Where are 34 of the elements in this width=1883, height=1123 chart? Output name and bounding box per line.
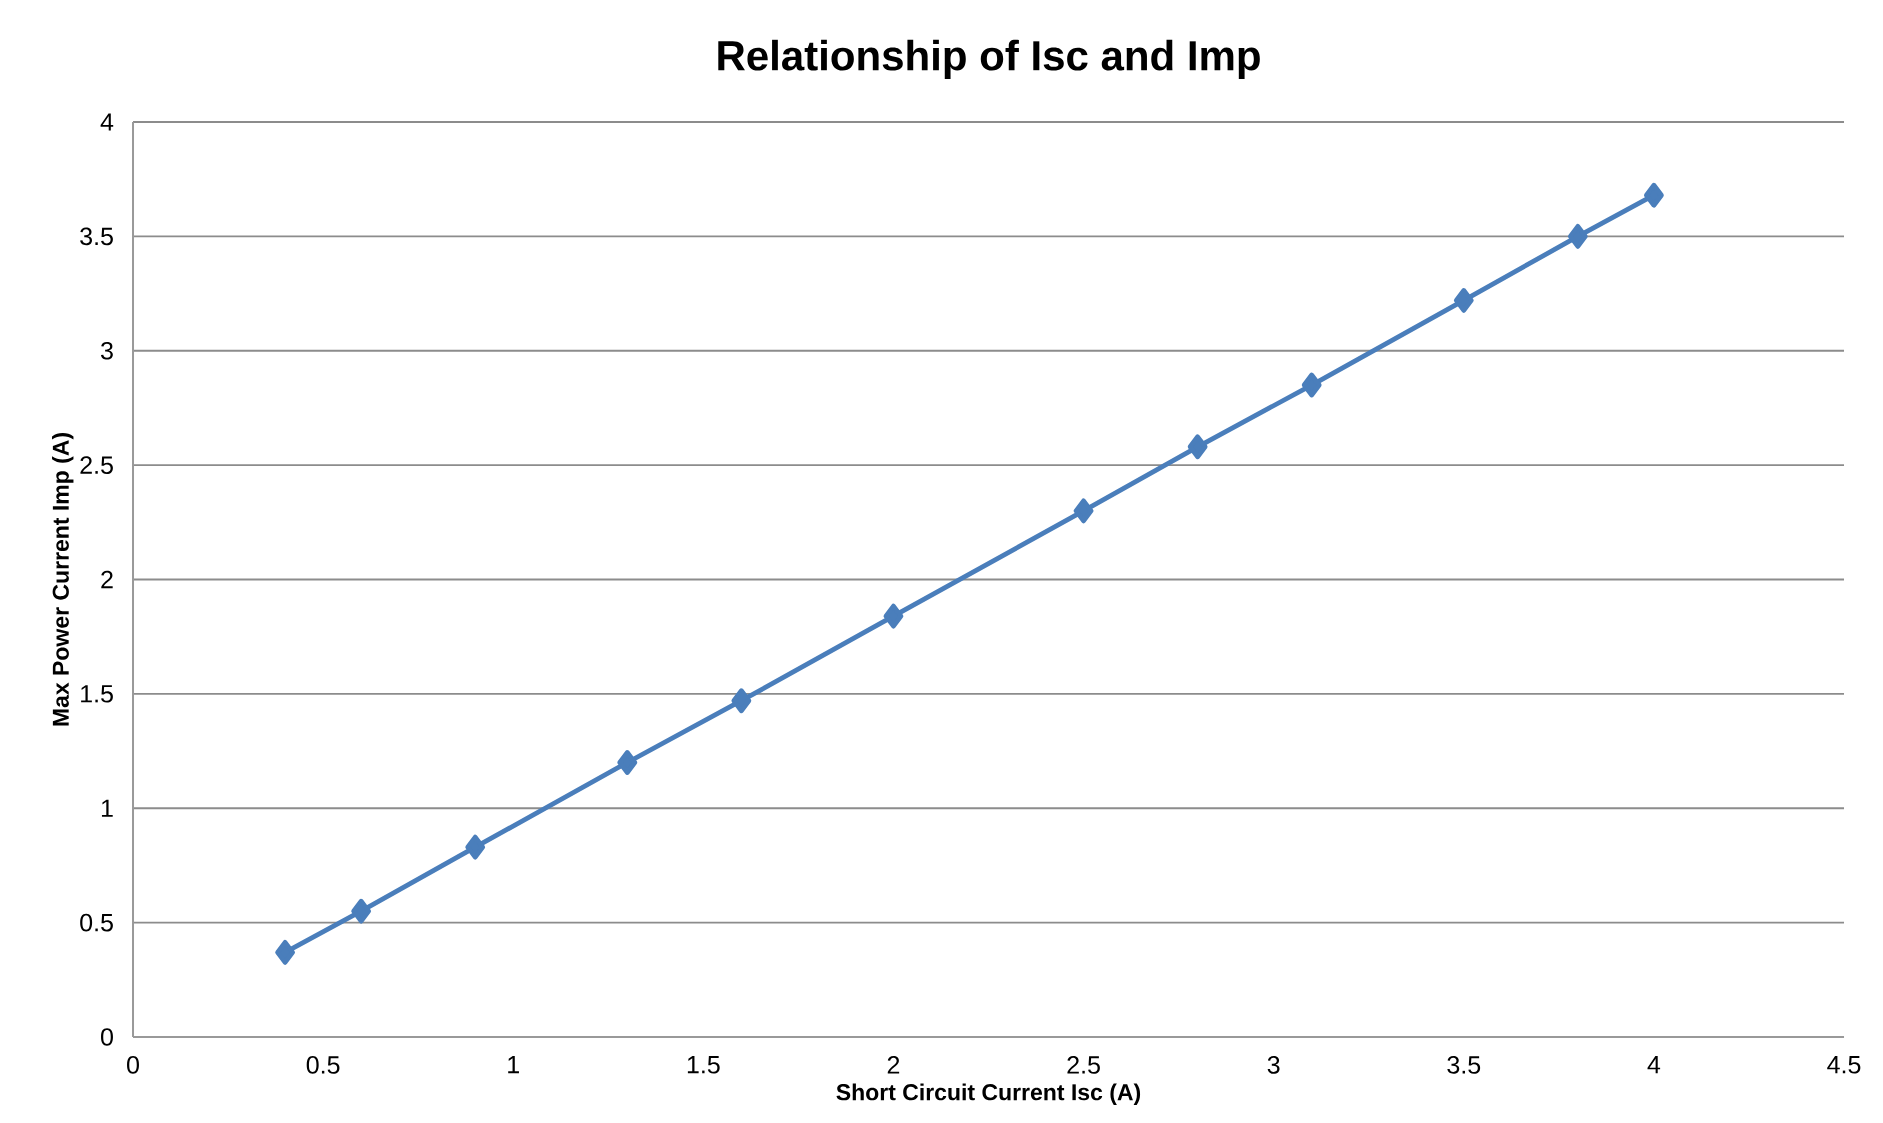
x-tick-label: 2.5 [1067, 1056, 1100, 1074]
y-tick-label: 1.5 [81, 685, 113, 703]
y-tick-label: 3.5 [80, 227, 113, 246]
y-tick-label: 4 [100, 113, 114, 131]
y-tick-label: 2.5 [80, 456, 113, 474]
x-tick-label: 3.5 [1447, 1056, 1481, 1074]
point [1301, 372, 1322, 398]
point [1073, 498, 1094, 524]
x-tick-label: 4 [1647, 1056, 1661, 1074]
point [883, 603, 904, 629]
y-tick-label: 2 [101, 570, 113, 589]
point [1567, 223, 1588, 249]
x-tick-label: 4.5 [1827, 1056, 1861, 1074]
point [731, 688, 752, 714]
x-tick-label: 1.5 [687, 1056, 720, 1074]
x-tick-label: 2 [887, 1056, 900, 1074]
x-tick-label: 0.5 [306, 1056, 340, 1074]
x-tick-label: 0 [127, 1056, 139, 1074]
x-tick-label: 3 [1267, 1056, 1280, 1074]
y-tick-label: 0.5 [80, 913, 113, 932]
x-axis-title: Short Circuit Current Isc (A) [836, 1083, 1141, 1105]
y-tick-label: 1 [101, 799, 113, 817]
point [351, 898, 372, 924]
x-tick-label: 1 [508, 1056, 519, 1074]
point [1644, 182, 1664, 208]
point [275, 939, 295, 965]
point [617, 750, 638, 775]
point [1187, 434, 1208, 460]
chart-title: Relationship of Isc and Imp [718, 39, 1260, 79]
y-axis-title: Max Power Current Imp (A) [52, 433, 74, 726]
point [1453, 288, 1474, 313]
point [465, 834, 486, 860]
y-tick-label: 0 [101, 1028, 113, 1046]
y-tick-label: 3 [100, 341, 113, 360]
